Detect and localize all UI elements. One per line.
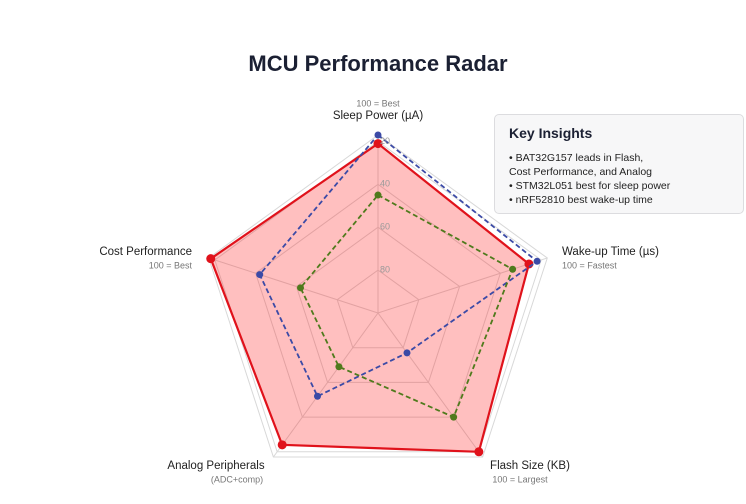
axis-label: Wake-up Time (µs) [562,246,659,258]
axis-sublabel: (ADC+comp) [211,474,263,484]
data-point [450,413,458,421]
series-area [209,142,531,453]
series-area [299,193,514,419]
data-point [509,265,517,273]
data-point [206,254,216,264]
r-tick-label: 60 [380,222,390,232]
data-point [296,284,304,292]
spoke [208,257,379,314]
r-tick-label: 20 [380,136,390,146]
axis-sublabel: 100 = Best [356,98,400,108]
axis-label: Sleep Power (µA) [333,110,424,122]
data-point [533,257,541,265]
axis-sublabel: 100 = Fastest [562,260,617,270]
chart-title: MCU Performance Radar [248,51,508,76]
data-point [277,440,287,450]
data-point [373,139,383,149]
r-tick-label: 40 [380,179,390,189]
series-area [258,133,539,398]
axis-sublabel: 100 = Best [149,260,193,270]
data-point [403,349,411,357]
data-point [256,271,264,279]
spoke [272,312,379,458]
axis-sublabel: 100 = Largest [492,474,548,484]
axis-label: Flash Size (KB) [490,460,570,472]
insights-list: • BAT32G157 leads in Flash, Cost Performa… [509,151,735,207]
data-point [474,447,484,457]
r-tick-label: 80 [380,264,390,274]
insight-item: Cost Performance, and Analog [509,166,653,178]
axis-label: Cost Performance [99,246,192,258]
data-point [374,191,382,199]
grid-ring [255,183,501,418]
grid-ring [336,269,420,349]
insight-item: • STM32L051 best for sleep power [509,180,671,192]
grid-ring [214,140,542,453]
outer-ring [208,134,548,458]
insights-box: Key Insights • BAT32G157 leads in Flash,… [494,114,744,214]
insight-item: • BAT32G157 leads in Flash, [509,152,644,164]
data-point [374,131,382,139]
data-point [335,363,343,371]
insight-item: • nRF52810 best wake-up time [509,194,653,206]
axis-label: Analog Peripherals [167,460,264,472]
insights-title: Key Insights [509,125,593,141]
data-point [313,392,321,400]
spoke [377,312,484,458]
spoke [377,257,548,314]
